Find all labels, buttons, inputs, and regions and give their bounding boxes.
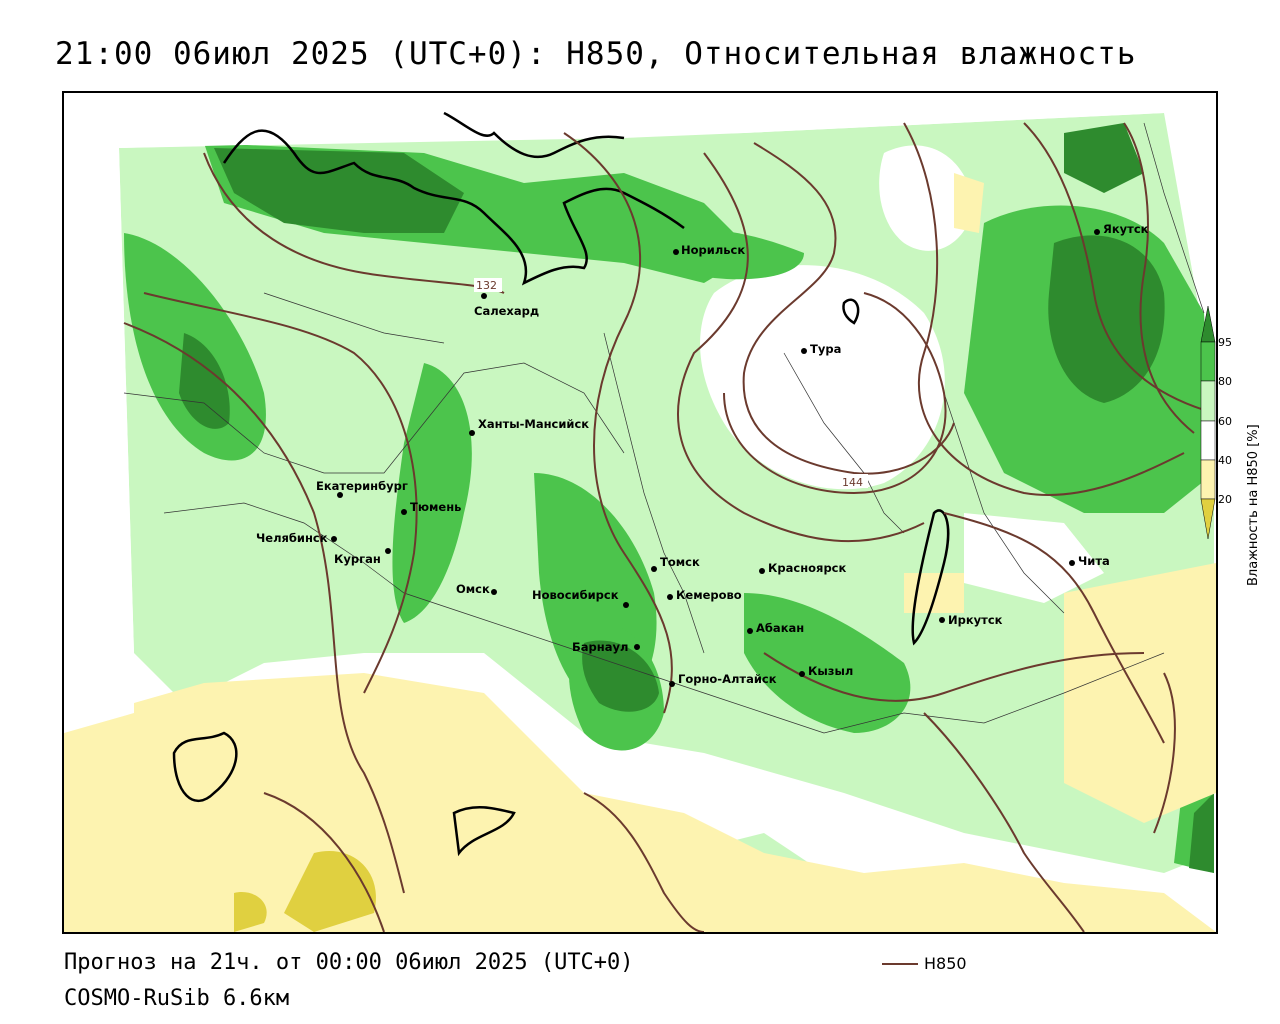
city-chelyabinsk[interactable]: Челябинск bbox=[256, 531, 337, 545]
isoline-label-132: 132 bbox=[474, 278, 502, 292]
colorbar-title: Влажность на H850 [%] bbox=[1246, 424, 1261, 586]
svg-text:Омск: Омск bbox=[456, 582, 490, 596]
city-norilsk[interactable]: Норильск bbox=[673, 243, 745, 257]
city-ekaterinburg[interactable]: Екатеринбург bbox=[316, 479, 408, 498]
colorbar-segment-low bbox=[1200, 498, 1216, 540]
city-kurgan[interactable]: Курган bbox=[334, 548, 391, 566]
map-canvas: 132 144 Норильск Салехард Тура Якутск Ха… bbox=[64, 93, 1216, 932]
colorbar-tick: 80 bbox=[1218, 375, 1232, 388]
city-kyzyl[interactable]: Кызыл bbox=[799, 664, 853, 678]
svg-text:Тюмень: Тюмень bbox=[410, 500, 461, 514]
city-abakan[interactable]: Абакан bbox=[747, 621, 804, 635]
h850-isolines bbox=[123, 122, 1215, 932]
svg-text:Екатеринбург: Екатеринбург bbox=[316, 479, 408, 493]
colorbar: 95 80 60 40 20 bbox=[1200, 304, 1280, 594]
svg-text:Иркутск: Иркутск bbox=[948, 613, 1003, 627]
svg-text:Абакан: Абакан bbox=[756, 621, 804, 635]
city-novosibirsk[interactable]: Новосибирск bbox=[532, 588, 629, 608]
colorbar-tick: 20 bbox=[1218, 493, 1232, 506]
svg-text:Кызыл: Кызыл bbox=[808, 664, 853, 678]
svg-text:Кемерово: Кемерово bbox=[676, 588, 742, 602]
colorbar-segment-20 bbox=[1200, 459, 1216, 500]
cities: Норильск Салехард Тура Якутск Ханты-Манс… bbox=[256, 222, 1149, 687]
colorbar-segment-80 bbox=[1200, 341, 1216, 382]
city-tura[interactable]: Тура bbox=[801, 342, 841, 356]
svg-text:Томск: Томск bbox=[660, 555, 700, 569]
svg-text:Тура: Тура bbox=[810, 342, 841, 356]
svg-text:Ханты-Мансийск: Ханты-Мансийск bbox=[478, 417, 589, 431]
page-title: 21:00 06июл 2025 (UTC+0): H850, Относите… bbox=[55, 36, 1137, 72]
city-tomsk[interactable]: Томск bbox=[651, 555, 700, 572]
city-yakutsk[interactable]: Якутск bbox=[1094, 222, 1149, 236]
city-salekhard[interactable]: Салехард bbox=[474, 293, 539, 318]
svg-text:Норильск: Норильск bbox=[681, 243, 745, 257]
forecast-info: Прогноз на 21ч. от 00:00 06июл 2025 (UTC… bbox=[64, 950, 634, 975]
svg-text:Новосибирск: Новосибирск bbox=[532, 588, 619, 602]
svg-text:144: 144 bbox=[842, 476, 863, 489]
domain-outside bbox=[64, 93, 1216, 153]
city-irkutsk[interactable]: Иркутск bbox=[939, 613, 1003, 627]
colorbar-segment-60 bbox=[1200, 380, 1216, 422]
city-tyumen[interactable]: Тюмень bbox=[401, 500, 461, 515]
svg-text:Курган: Курган bbox=[334, 552, 381, 566]
colorbar-tick: 40 bbox=[1218, 454, 1232, 467]
admin-borders bbox=[123, 122, 1205, 734]
colorbar-segment-95 bbox=[1200, 305, 1216, 343]
h850-line-label: H850 bbox=[924, 954, 967, 973]
colorbar-segment-40 bbox=[1200, 420, 1216, 461]
svg-text:Челябинск: Челябинск bbox=[256, 531, 328, 545]
model-info: COSMO-RuSib 6.6км bbox=[64, 986, 290, 1011]
colorbar-tick: 95 bbox=[1218, 336, 1232, 349]
city-barnaul[interactable]: Барнаул bbox=[572, 640, 640, 654]
svg-text:132: 132 bbox=[476, 279, 497, 292]
city-omsk[interactable]: Омск bbox=[456, 582, 497, 596]
svg-text:Барнаул: Барнаул bbox=[572, 640, 628, 654]
weather-map[interactable]: 132 144 Норильск Салехард Тура Якутск Ха… bbox=[62, 91, 1218, 934]
svg-text:Чита: Чита bbox=[1078, 554, 1110, 568]
h850-line-legend: H850 bbox=[882, 954, 967, 973]
domain-outside bbox=[64, 148, 134, 733]
city-gorno-altaysk[interactable]: Горно-Алтайск bbox=[669, 672, 777, 687]
city-kemerovo[interactable]: Кемерово bbox=[667, 588, 742, 602]
coastline bbox=[172, 111, 950, 857]
city-khanty-mansiysk[interactable]: Ханты-Мансийск bbox=[469, 417, 589, 436]
svg-text:Салехард: Салехард bbox=[474, 304, 539, 318]
svg-text:Красноярск: Красноярск bbox=[768, 561, 846, 575]
svg-text:Горно-Алтайск: Горно-Алтайск bbox=[678, 672, 777, 686]
h850-line-swatch bbox=[882, 962, 918, 965]
humidity-field-very-dry bbox=[234, 851, 376, 932]
isoline-label-144: 144 bbox=[840, 474, 868, 489]
colorbar-tick: 60 bbox=[1218, 415, 1232, 428]
svg-text:Якутск: Якутск bbox=[1103, 222, 1149, 236]
city-krasnoyarsk[interactable]: Красноярск bbox=[759, 561, 846, 575]
city-chita[interactable]: Чита bbox=[1069, 554, 1110, 568]
